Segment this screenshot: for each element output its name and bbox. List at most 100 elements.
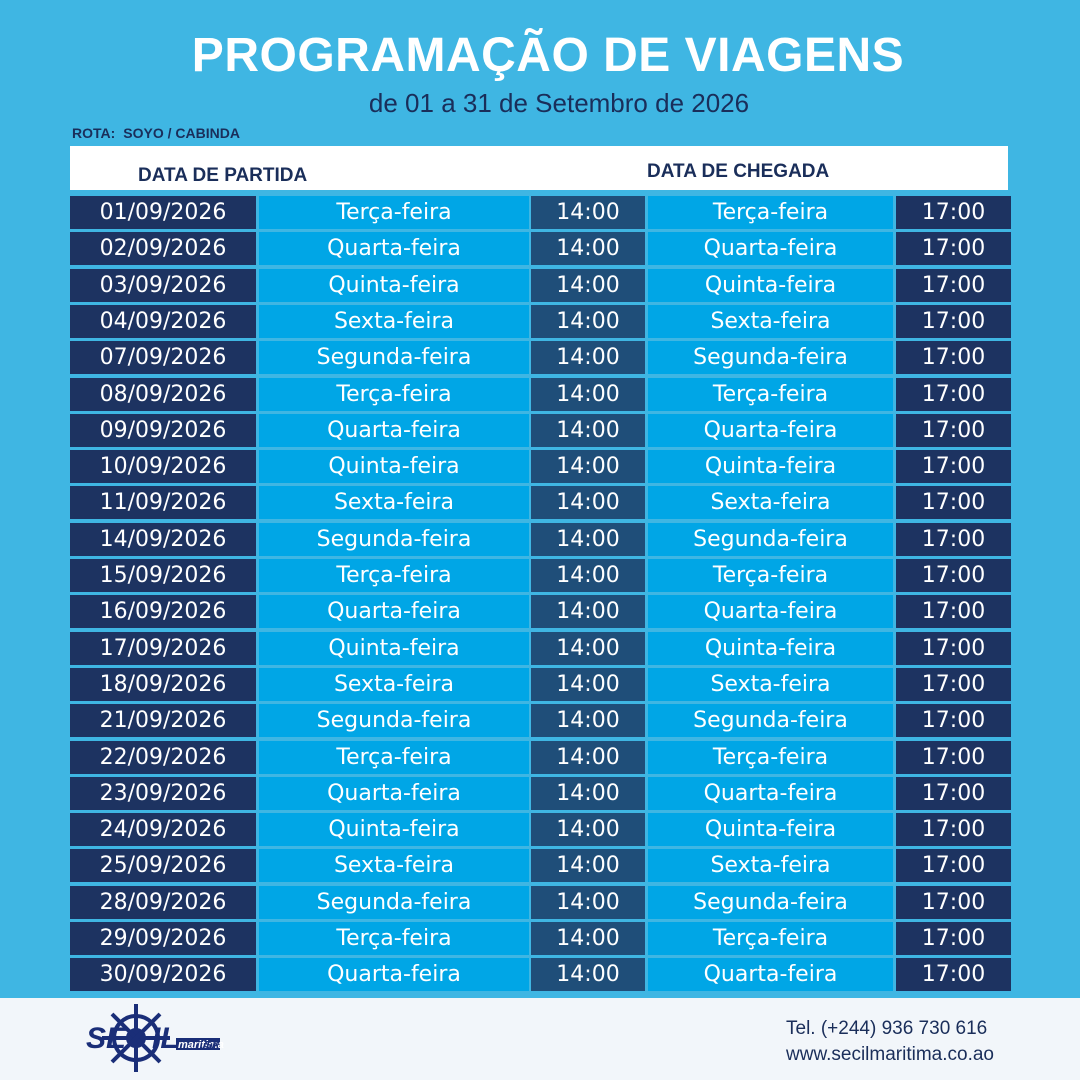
arrival-time: 17:00 <box>896 922 1011 955</box>
departure-day: Quinta-feira <box>259 450 529 484</box>
departure-date: 21/09/2026 <box>70 704 256 738</box>
departure-day: Quarta-feira <box>259 958 529 992</box>
arrival-day: Terça-feira <box>648 922 893 955</box>
departure-date: 25/09/2026 <box>70 849 256 883</box>
arrival-time: 17:00 <box>896 450 1011 484</box>
departure-day: Sexta-feira <box>259 849 529 883</box>
arrival-time: 17:00 <box>896 522 1011 556</box>
arrival-day: Quarta-feira <box>648 958 893 992</box>
departure-time: 14:00 <box>531 704 645 738</box>
departure-date: 17/09/2026 <box>70 631 256 665</box>
departure-date: 16/09/2026 <box>70 595 256 629</box>
column-header: DATA DE CHEGADA <box>647 161 830 182</box>
arrival-time: 17:00 <box>896 196 1011 229</box>
arrival-day: Quarta-feira <box>648 413 893 447</box>
arrival-time: 17:00 <box>896 595 1011 629</box>
departure-date: 07/09/2026 <box>70 341 256 375</box>
departure-time: 14:00 <box>531 304 645 338</box>
departure-day: Sexta-feira <box>259 667 529 701</box>
departure-time: 14:00 <box>531 958 645 992</box>
departure-time: 14:00 <box>531 450 645 484</box>
departure-date: 02/09/2026 <box>70 232 256 266</box>
departure-date: 28/09/2026 <box>70 885 256 919</box>
arrival-time: 17:00 <box>896 304 1011 338</box>
arrival-day: Segunda-feira <box>648 522 893 556</box>
arrival-time: 17:00 <box>896 559 1011 592</box>
title: PROGRAMAÇÃO DE VIAGENS <box>191 29 905 82</box>
departure-day: Quarta-feira <box>259 413 529 447</box>
arrival-day: Terça-feira <box>648 740 893 774</box>
departure-date: 22/09/2026 <box>70 740 256 774</box>
arrival-day: Terça-feira <box>648 559 893 592</box>
arrival-time: 17:00 <box>896 704 1011 738</box>
departure-date: 03/09/2026 <box>70 268 256 302</box>
departure-time: 14:00 <box>531 559 645 592</box>
arrival-day: Segunda-feira <box>648 704 893 738</box>
departure-date: 14/09/2026 <box>70 522 256 556</box>
departure-day: Quinta-feira <box>259 631 529 665</box>
departure-time: 14:00 <box>531 232 645 266</box>
logo: SE IL maritima ,SA <box>86 1004 224 1072</box>
departure-day: Terça-feira <box>259 377 529 411</box>
arrival-time: 17:00 <box>896 341 1011 375</box>
route-value: SOYO / CABINDA <box>123 125 240 141</box>
departure-day: Sexta-feira <box>259 486 529 520</box>
arrival-time: 17:00 <box>896 849 1011 883</box>
route-label: ROTA: <box>72 125 116 141</box>
departure-date: 29/09/2026 <box>70 922 256 955</box>
departure-date: 04/09/2026 <box>70 304 256 338</box>
logo-text: IL <box>152 1022 179 1055</box>
arrival-day: Quinta-feira <box>648 268 893 302</box>
route: ROTA: SOYO / CABINDA <box>72 125 248 141</box>
arrival-day: Quinta-feira <box>648 631 893 665</box>
departure-date: 08/09/2026 <box>70 377 256 411</box>
arrival-day: Quinta-feira <box>648 450 893 484</box>
departure-date: 10/09/2026 <box>70 450 256 484</box>
arrival-time: 17:00 <box>896 776 1011 810</box>
departure-day: Segunda-feira <box>259 704 529 738</box>
departure-day: Segunda-feira <box>259 885 529 919</box>
website: www.secilmaritima.co.ao <box>786 1044 994 1065</box>
arrival-day: Segunda-feira <box>648 341 893 375</box>
arrival-time: 17:00 <box>896 486 1011 520</box>
departure-time: 14:00 <box>531 776 645 810</box>
departure-time: 14:00 <box>531 885 645 919</box>
departure-day: Segunda-feira <box>259 341 529 375</box>
arrival-time: 17:00 <box>896 232 1011 266</box>
departure-date: 24/09/2026 <box>70 813 256 847</box>
departure-day: Quarta-feira <box>259 776 529 810</box>
departure-day: Segunda-feira <box>259 522 529 556</box>
departure-day: Quinta-feira <box>259 268 529 302</box>
column-header: DATA DE PARTIDA <box>138 165 308 186</box>
arrival-day: Quarta-feira <box>648 595 893 629</box>
departure-time: 14:00 <box>531 341 645 375</box>
departure-time: 14:00 <box>531 377 645 411</box>
arrival-day: Terça-feira <box>648 377 893 411</box>
logo-text: maritima <box>178 1039 224 1051</box>
departure-time: 14:00 <box>531 922 645 955</box>
departure-date: 01/09/2026 <box>70 196 256 229</box>
departure-day: Terça-feira <box>259 740 529 774</box>
arrival-time: 17:00 <box>896 631 1011 665</box>
arrival-time: 17:00 <box>896 268 1011 302</box>
departure-date: 18/09/2026 <box>70 667 256 701</box>
departure-date: 30/09/2026 <box>70 958 256 992</box>
arrival-day: Sexta-feira <box>648 486 893 520</box>
departure-day: Quarta-feira <box>259 232 529 266</box>
departure-day: Quarta-feira <box>259 595 529 629</box>
departure-time: 14:00 <box>531 486 645 520</box>
departure-day: Quinta-feira <box>259 813 529 847</box>
departure-day: Terça-feira <box>259 922 529 955</box>
arrival-day: Segunda-feira <box>648 885 893 919</box>
subtitle: de 01 a 31 de Setembro de 2026 <box>368 88 750 118</box>
departure-time: 14:00 <box>531 631 645 665</box>
arrival-day: Quarta-feira <box>648 232 893 266</box>
departure-time: 14:00 <box>531 667 645 701</box>
arrival-time: 17:00 <box>896 813 1011 847</box>
arrival-time: 17:00 <box>896 413 1011 447</box>
arrival-day: Sexta-feira <box>648 667 893 701</box>
phone: Tel. (+244) 936 730 616 <box>786 1018 988 1039</box>
departure-day: Terça-feira <box>259 196 529 229</box>
arrival-day: Terça-feira <box>648 196 893 229</box>
